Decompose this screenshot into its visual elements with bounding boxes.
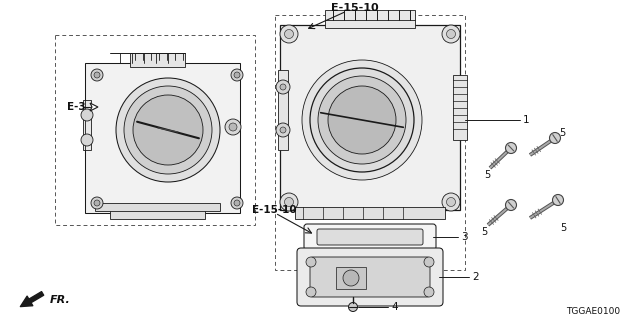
Bar <box>280 25 460 210</box>
Circle shape <box>91 197 103 209</box>
FancyArrowPatch shape <box>20 292 44 307</box>
Circle shape <box>124 86 212 174</box>
FancyBboxPatch shape <box>297 248 443 306</box>
Circle shape <box>94 200 100 206</box>
Circle shape <box>231 69 243 81</box>
Circle shape <box>225 119 241 135</box>
Circle shape <box>552 195 563 205</box>
Bar <box>83 100 91 150</box>
Circle shape <box>91 69 103 81</box>
Circle shape <box>133 95 203 165</box>
Bar <box>95 203 220 211</box>
Circle shape <box>231 197 243 209</box>
Circle shape <box>310 68 414 172</box>
Text: 2: 2 <box>472 272 479 282</box>
Text: E-15-10: E-15-10 <box>331 3 379 13</box>
Circle shape <box>280 84 286 90</box>
Text: 3: 3 <box>461 232 468 242</box>
Circle shape <box>424 257 434 267</box>
Bar <box>130 53 185 67</box>
Text: 4: 4 <box>391 302 397 312</box>
Circle shape <box>328 86 396 154</box>
Circle shape <box>306 287 316 297</box>
Circle shape <box>306 257 316 267</box>
Circle shape <box>285 29 294 38</box>
Text: FR.: FR. <box>50 295 71 305</box>
Circle shape <box>81 134 93 146</box>
Circle shape <box>280 25 298 43</box>
Circle shape <box>442 25 460 43</box>
Circle shape <box>302 60 422 180</box>
Text: 5: 5 <box>559 128 565 138</box>
Circle shape <box>81 109 93 121</box>
Circle shape <box>276 123 290 137</box>
Polygon shape <box>90 103 98 111</box>
Circle shape <box>280 127 286 133</box>
Circle shape <box>276 80 290 94</box>
Circle shape <box>349 302 358 311</box>
Circle shape <box>447 197 456 206</box>
Text: 1: 1 <box>523 115 530 125</box>
Text: E-3: E-3 <box>67 102 86 112</box>
FancyBboxPatch shape <box>310 257 430 297</box>
Bar <box>453 75 467 140</box>
Bar <box>325 10 415 28</box>
Circle shape <box>343 270 359 286</box>
Text: 5: 5 <box>484 170 490 180</box>
FancyBboxPatch shape <box>317 229 423 245</box>
Circle shape <box>116 78 220 182</box>
Bar <box>275 15 465 270</box>
Circle shape <box>234 200 240 206</box>
Text: 5: 5 <box>481 227 487 237</box>
Circle shape <box>285 197 294 206</box>
Text: TGGAE0100: TGGAE0100 <box>566 308 620 316</box>
Bar <box>55 35 255 225</box>
Circle shape <box>506 142 516 154</box>
Circle shape <box>447 29 456 38</box>
Circle shape <box>94 72 100 78</box>
Circle shape <box>318 76 406 164</box>
Bar <box>336 267 366 289</box>
FancyBboxPatch shape <box>304 224 436 250</box>
Text: 5: 5 <box>560 223 566 233</box>
Circle shape <box>229 123 237 131</box>
Circle shape <box>234 72 240 78</box>
Bar <box>278 70 288 150</box>
Circle shape <box>550 132 561 143</box>
Circle shape <box>442 193 460 211</box>
Text: E-15-10: E-15-10 <box>252 205 296 215</box>
Bar <box>110 207 205 219</box>
Circle shape <box>506 199 516 211</box>
Circle shape <box>280 193 298 211</box>
Circle shape <box>424 287 434 297</box>
Bar <box>295 207 445 219</box>
Bar <box>85 63 240 213</box>
